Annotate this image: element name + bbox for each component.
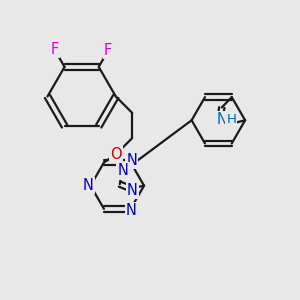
Text: N: N <box>126 153 137 168</box>
Text: O: O <box>110 147 122 162</box>
Text: F: F <box>50 42 59 57</box>
Text: F: F <box>104 43 112 58</box>
Text: N: N <box>83 178 94 193</box>
Text: H: H <box>226 113 236 126</box>
Text: N: N <box>127 183 138 198</box>
Text: N: N <box>126 203 137 218</box>
Text: N: N <box>118 164 128 178</box>
Text: N: N <box>216 112 227 127</box>
